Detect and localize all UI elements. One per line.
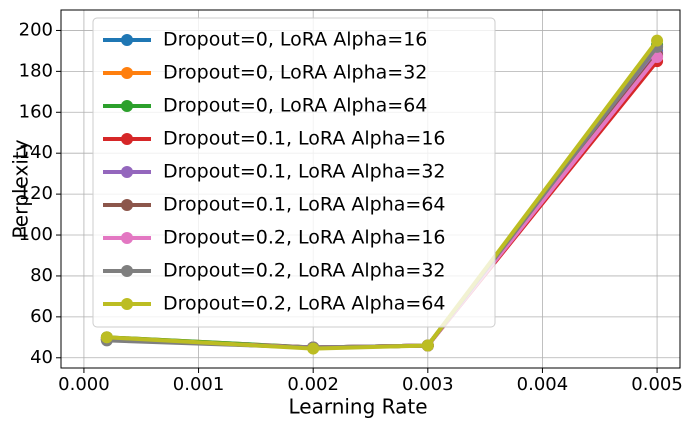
x-tick-label: 0.004 xyxy=(517,374,569,395)
y-tick-label: 180 xyxy=(19,60,53,81)
legend-marker xyxy=(121,232,133,244)
legend-label: Dropout=0.2, LoRA Alpha=64 xyxy=(163,293,446,315)
legend-label: Dropout=0, LoRA Alpha=32 xyxy=(163,62,427,84)
legend-label: Dropout=0.2, LoRA Alpha=16 xyxy=(163,227,446,249)
legend-marker xyxy=(121,166,133,178)
x-tick-label: 0.003 xyxy=(402,374,454,395)
legend-marker xyxy=(121,34,133,46)
legend-label: Dropout=0, LoRA Alpha=16 xyxy=(163,29,427,51)
y-tick-label: 200 xyxy=(19,19,53,40)
legend-marker xyxy=(121,133,133,145)
y-tick-label: 120 xyxy=(19,183,53,204)
y-tick-label: 100 xyxy=(19,224,53,245)
legend-label: Dropout=0.1, LoRA Alpha=32 xyxy=(163,161,446,183)
series-line xyxy=(106,39,659,351)
x-tick-label: 0.001 xyxy=(173,374,225,395)
point xyxy=(421,339,434,352)
x-tick-label: 0.002 xyxy=(287,374,339,395)
legend-box xyxy=(92,17,496,328)
legend-marker xyxy=(121,67,133,79)
legend: Dropout=0, LoRA Alpha=16 Dropout=0, LoRA … xyxy=(92,17,496,328)
y-tick-label: 60 xyxy=(30,306,53,327)
legend-label: Dropout=0, LoRA Alpha=64 xyxy=(163,95,427,117)
point xyxy=(307,342,320,355)
legend-label: Dropout=0.1, LoRA Alpha=64 xyxy=(163,194,446,216)
x-tick-label: 0.000 xyxy=(58,374,110,395)
legend-marker xyxy=(121,100,133,112)
point xyxy=(651,51,664,64)
plot-frame xyxy=(60,9,681,369)
y-axis-label: Perplexity xyxy=(9,139,33,238)
legend-marker xyxy=(121,265,133,277)
x-tick-label: 0.005 xyxy=(631,374,683,395)
legend-label: Dropout=0.1, LoRA Alpha=16 xyxy=(163,128,446,150)
legend-marker xyxy=(121,199,133,211)
y-tick-label: 80 xyxy=(30,265,53,286)
y-tick-label: 140 xyxy=(19,142,53,163)
y-tick-label: 160 xyxy=(19,101,53,122)
legend-label: Dropout=0.2, LoRA Alpha=32 xyxy=(163,260,446,282)
point xyxy=(100,331,113,344)
x-axis-label: Learning Rate xyxy=(288,395,427,419)
legend-marker xyxy=(121,298,133,310)
y-tick-label: 40 xyxy=(30,347,53,368)
point xyxy=(651,34,664,47)
